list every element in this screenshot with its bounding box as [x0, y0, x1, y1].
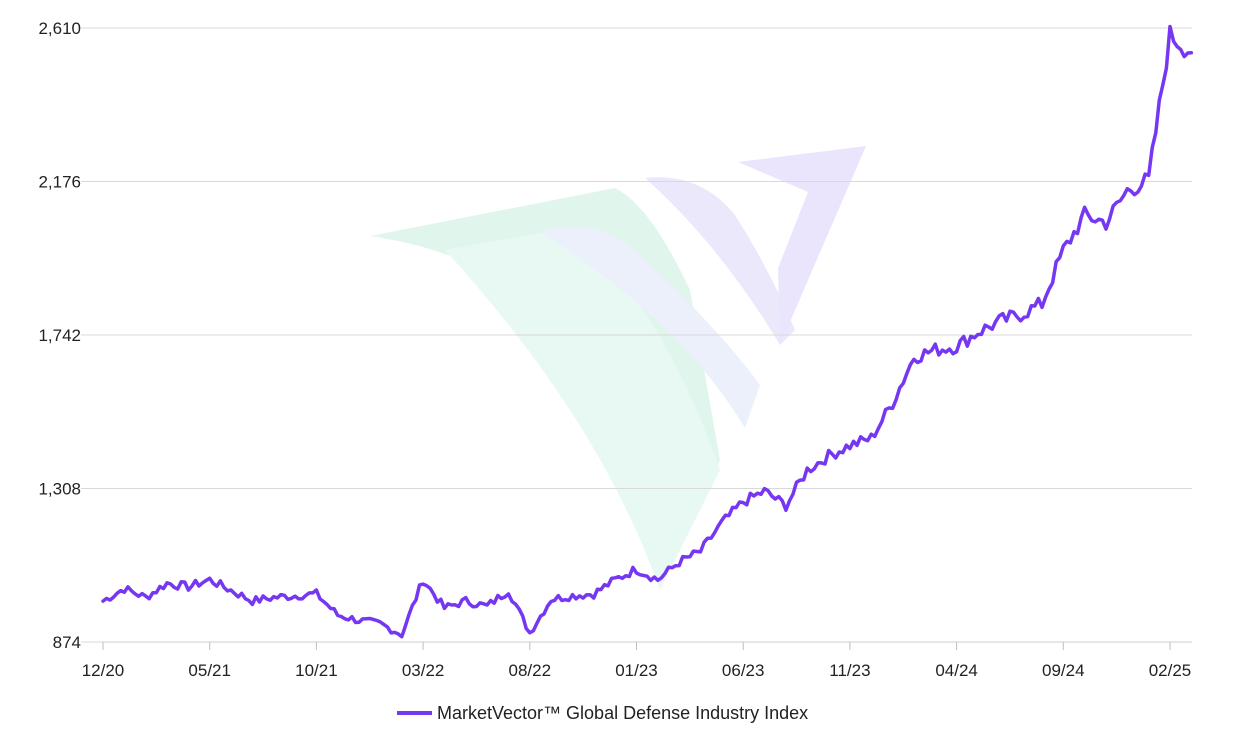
marketvector-logo-icon — [370, 146, 866, 590]
x-tick-label: 03/22 — [402, 661, 445, 680]
x-tick-label: 11/23 — [829, 661, 870, 680]
x-tick-label: 02/25 — [1149, 661, 1192, 680]
y-tick-label: 874 — [53, 633, 81, 652]
x-tick-label: 05/21 — [188, 661, 231, 680]
legend-label: MarketVector™ Global Defense Industry In… — [437, 703, 808, 723]
series-line — [101, 24, 1194, 639]
y-axis: 874 1,308 1,742 2,176 2,610 — [38, 19, 81, 652]
x-tick-label: 01/23 — [615, 661, 658, 680]
legend: MarketVector™ Global Defense Industry In… — [397, 703, 808, 723]
y-tick-label: 1,308 — [38, 480, 81, 499]
y-tick-label: 2,610 — [38, 19, 81, 38]
grid-lines — [81, 27, 1192, 643]
x-tick-label: 12/20 — [82, 661, 125, 680]
x-tick-label: 09/24 — [1042, 661, 1085, 680]
x-axis: 12/20 05/21 10/21 03/22 08/22 01/23 06/23 11/23… — [82, 641, 1192, 680]
y-tick-label: 1,742 — [38, 326, 81, 345]
x-tick-label: 06/23 — [722, 661, 765, 680]
x-tick-label: 08/22 — [509, 661, 552, 680]
x-tick-label: 04/24 — [935, 661, 978, 680]
y-tick-label: 2,176 — [38, 173, 81, 192]
x-tick-label: 10/21 — [295, 661, 338, 680]
